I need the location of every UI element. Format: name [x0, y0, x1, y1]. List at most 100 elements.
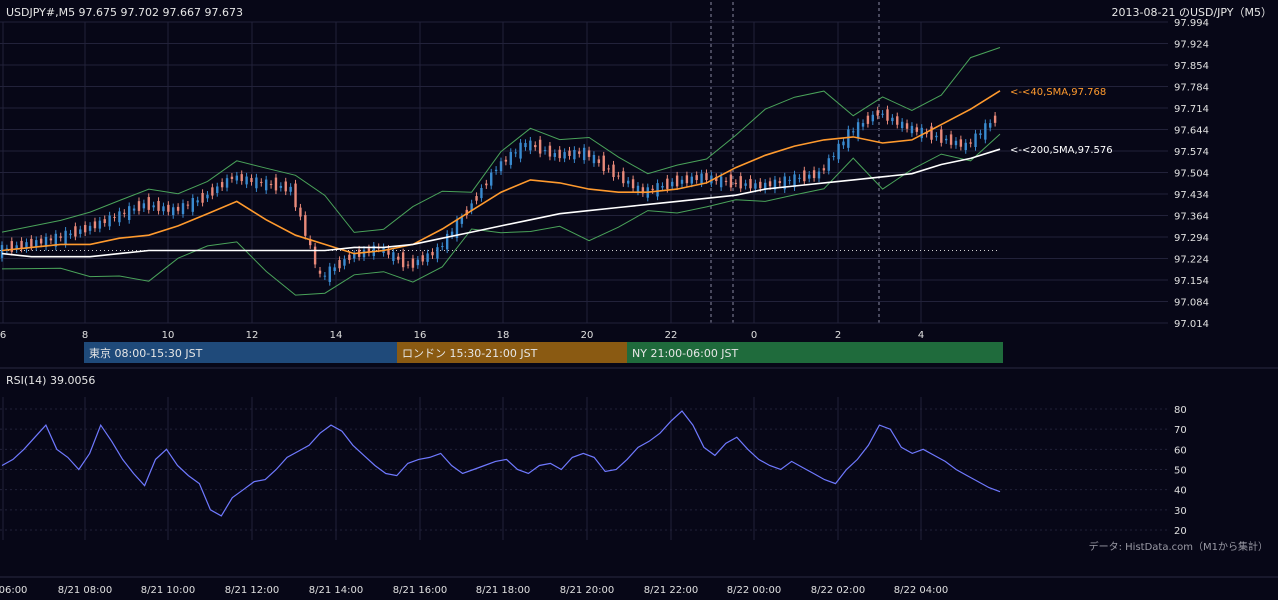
candle-body [54, 233, 58, 247]
candle-body [954, 140, 958, 146]
price-tick-label: 97.224 [1174, 255, 1209, 266]
candle-body [441, 246, 444, 248]
candle-body [172, 207, 175, 216]
candle-body [93, 221, 97, 229]
time-tick-label: 8/21 20:00 [560, 585, 614, 596]
candle-body [744, 183, 747, 186]
candle-body [534, 145, 537, 148]
candle-body [553, 153, 557, 157]
candle-body [157, 200, 160, 211]
candle-body [10, 241, 13, 252]
candle-body [123, 212, 126, 214]
candle-body [20, 240, 23, 249]
candle-body [348, 254, 351, 260]
rsi-tick-label: 70 [1174, 425, 1187, 436]
data-source: データ: HistData.com（M1から集計） [1089, 540, 1268, 553]
candle-body [891, 117, 894, 122]
candle-body [817, 171, 821, 179]
symbol-info: USDJPY#,M5 97.675 97.702 97.667 97.673 [6, 6, 243, 19]
candle-body [876, 110, 879, 116]
candle-body [260, 181, 263, 183]
rsi-line [1, 410, 1001, 517]
candle-body [235, 175, 239, 181]
candle-body [176, 206, 180, 211]
candle-body [5, 248, 9, 250]
candle-body [59, 236, 62, 238]
candle-body [920, 127, 923, 139]
time-tick-label: 8/22 00:00 [727, 585, 781, 596]
candle-body [822, 168, 826, 171]
session-bar [627, 342, 1003, 363]
candle-body [206, 194, 209, 199]
candle-body [397, 256, 400, 260]
candle-body [152, 205, 155, 208]
candle-body [763, 182, 767, 190]
candle-body [979, 133, 982, 136]
candle-body [0, 245, 4, 258]
hour-tick-label: 4 [918, 330, 924, 341]
price-axis: 97.994 97.924 97.854 97.784 97.714 97.644 97.5… [1174, 18, 1209, 330]
candle-body [582, 147, 586, 161]
candle-body [685, 175, 689, 184]
candle-body [196, 200, 199, 203]
candle-body [127, 206, 131, 221]
candle-body [98, 220, 102, 229]
candle-body [866, 115, 870, 124]
candle-body [910, 125, 914, 134]
rsi-label: RSI(14) 39.0056 [6, 374, 95, 387]
rsi-tick-label: 30 [1174, 506, 1187, 517]
candle-body [984, 123, 987, 140]
candle-body [162, 206, 165, 212]
time-tick-label: 8/22 04:00 [894, 585, 948, 596]
time-tick-label: 8/22 02:00 [811, 585, 865, 596]
time-tick-label: 8/21 10:00 [141, 585, 195, 596]
candle-body [216, 186, 219, 193]
upper-band [1, 47, 1001, 233]
candle-body [250, 178, 253, 183]
price-tick-label: 97.014 [1174, 319, 1209, 330]
hour-tick-label: 10 [162, 330, 175, 341]
candle-body [353, 254, 356, 259]
candle-body [788, 179, 791, 181]
candle-body [661, 186, 664, 188]
candle-body [142, 203, 146, 209]
candle-body [847, 129, 850, 148]
candle-body [793, 174, 796, 188]
candle-body [103, 219, 106, 224]
candle-body [460, 217, 464, 224]
time-tick-label: 8/21 14:00 [309, 585, 363, 596]
candle-body [343, 259, 346, 266]
candle-body [651, 188, 654, 191]
candle-body [201, 192, 204, 203]
candle-body [852, 131, 855, 133]
candle-body [411, 258, 415, 268]
candle-body [832, 155, 835, 157]
candle-body [626, 180, 630, 184]
candle-body [705, 173, 708, 181]
hour-tick-label: 18 [497, 330, 510, 341]
price-tick-label: 97.434 [1174, 190, 1209, 201]
candle-body [543, 150, 547, 152]
candle-body [64, 230, 67, 245]
candle-body [759, 181, 762, 189]
candle-body [636, 185, 640, 192]
candle-body [558, 149, 561, 159]
candle-body [264, 179, 268, 191]
session-bar [397, 342, 627, 363]
candle-body [387, 248, 390, 255]
candle-body [480, 187, 483, 199]
candle-body [15, 245, 18, 250]
candle-body [695, 175, 698, 181]
series-label: <-<40,SMA,97.768 [1010, 87, 1106, 98]
rsi-panel: 80 70 60 50 40 30 20 [0, 405, 1187, 537]
candle-body [113, 216, 116, 218]
time-axis: 06:00 8/21 08:00 8/21 10:00 8/21 12:00 8/21 … [0, 585, 948, 596]
candle-body [333, 267, 336, 271]
candle-body [861, 123, 865, 127]
price-tick-label: 97.714 [1174, 104, 1209, 115]
candle-body [856, 122, 860, 138]
candle-body [499, 161, 503, 172]
candle-body [455, 219, 459, 238]
candle-body [108, 215, 111, 227]
